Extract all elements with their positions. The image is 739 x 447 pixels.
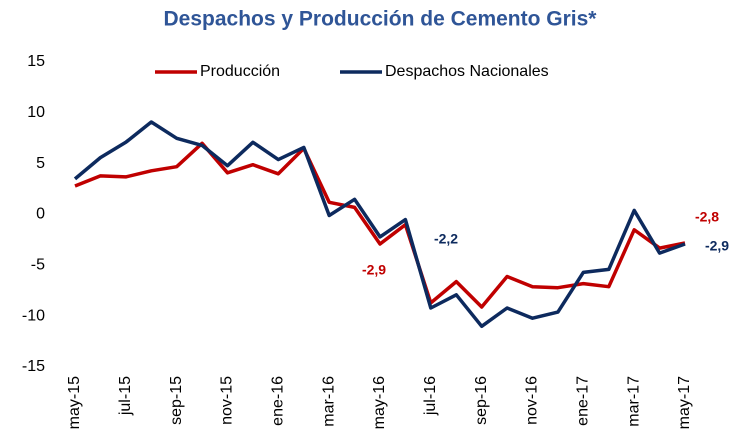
series-line: [73, 120, 686, 329]
value-label: -2,9: [705, 238, 729, 254]
y-tick-label: -5: [31, 257, 45, 274]
x-tick-label: nov-16: [524, 376, 541, 425]
x-tick-label: jul-16: [422, 376, 439, 416]
value-label: -2,9: [362, 262, 386, 278]
x-tick-label: mar-16: [320, 376, 337, 427]
y-tick-label: 10: [27, 104, 45, 121]
x-tick-label: sep-15: [168, 376, 185, 425]
x-tick-label: may-16: [371, 376, 388, 429]
x-tick-label: ene-16: [270, 376, 287, 426]
x-tick-label: may-15: [66, 376, 83, 429]
series-line: [74, 141, 686, 309]
x-tick-label: mar-17: [625, 376, 642, 427]
y-tick-label: 5: [36, 155, 45, 172]
y-tick-label: -10: [22, 307, 45, 324]
x-tick-label: may-17: [676, 376, 693, 429]
x-tick-label: sep-16: [473, 376, 490, 425]
y-tick-label: 0: [36, 206, 45, 223]
legend-label: Despachos Nacionales: [385, 63, 549, 80]
x-tick-label: ene-17: [575, 376, 592, 426]
value-label: -2,8: [695, 209, 719, 225]
x-tick-label: nov-15: [219, 376, 236, 425]
x-tick-label: jul-15: [117, 376, 134, 416]
value-label: -2,2: [434, 231, 458, 247]
chart-title: Despachos y Producción de Cemento Gris*: [164, 8, 598, 31]
y-tick-label: 15: [27, 53, 45, 70]
legend-label: Producción: [200, 63, 280, 80]
y-tick-label: -15: [22, 358, 45, 375]
